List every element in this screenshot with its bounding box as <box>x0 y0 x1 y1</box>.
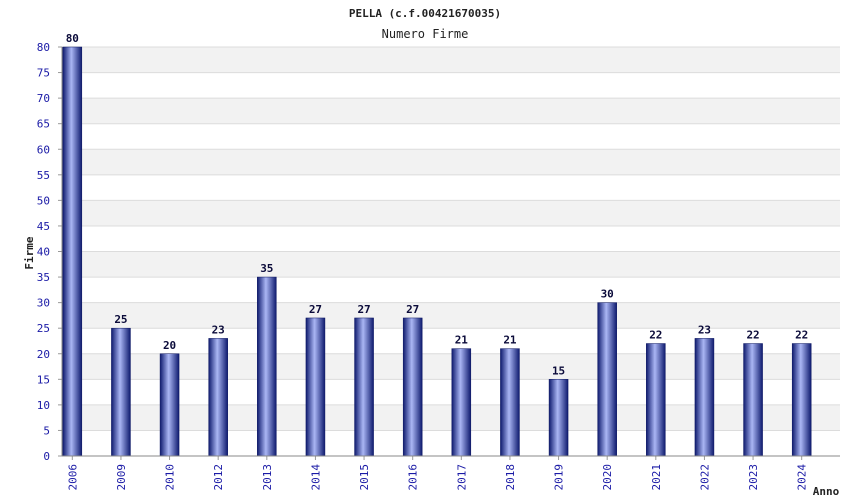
data-label-2015: 27 <box>357 303 370 316</box>
x-tick-label-2015: 2015 <box>358 464 371 491</box>
y-tick-label: 10 <box>37 399 50 412</box>
x-tick-label-2012: 2012 <box>212 464 225 491</box>
x-tick-label-2024: 2024 <box>796 464 809 491</box>
data-label-2016: 27 <box>406 303 419 316</box>
bar-2009 <box>111 327 131 457</box>
bar-2012 <box>208 338 228 457</box>
x-tick-label-2009: 2009 <box>115 464 128 491</box>
y-tick-label: 20 <box>37 348 50 361</box>
grid-band <box>62 47 840 73</box>
x-tick-label-2016: 2016 <box>407 464 420 491</box>
bar-2018 <box>500 348 520 457</box>
data-label-2023: 22 <box>746 329 759 342</box>
bar-2024 <box>791 343 812 457</box>
bar-2006 <box>62 46 83 457</box>
y-tick-label: 55 <box>37 169 50 182</box>
grid-band <box>62 200 840 226</box>
y-tick-label: 60 <box>37 143 50 156</box>
bar-2022 <box>694 338 715 457</box>
x-tick-label-2022: 2022 <box>698 464 711 491</box>
bar-2014 <box>305 317 326 457</box>
grid-band <box>62 149 840 175</box>
chart-title: PELLA (c.f.00421670035) <box>349 7 501 20</box>
x-tick-label-2023: 2023 <box>747 464 760 491</box>
data-label-2009: 25 <box>114 313 127 326</box>
data-label-2021: 22 <box>649 329 662 342</box>
x-tick-label-2014: 2014 <box>309 464 322 491</box>
x-tick-label-2020: 2020 <box>601 464 614 491</box>
bar-2019 <box>548 379 569 457</box>
data-label-2017: 21 <box>455 334 469 347</box>
bar-2021 <box>646 343 666 457</box>
y-tick-label: 65 <box>37 118 50 131</box>
bar-2010 <box>159 353 180 457</box>
x-tick-label-2010: 2010 <box>164 464 177 491</box>
data-label-2022: 23 <box>698 323 711 336</box>
data-label-2006: 80 <box>66 32 79 45</box>
x-axis-title: Anno <box>813 485 840 498</box>
data-label-2013: 35 <box>260 262 273 275</box>
data-label-2024: 22 <box>795 329 808 342</box>
x-tick-label-2018: 2018 <box>504 464 517 491</box>
data-label-2020: 30 <box>601 288 614 301</box>
grid-band <box>62 251 840 278</box>
bar-2023 <box>743 343 763 457</box>
y-tick-label: 70 <box>37 92 50 105</box>
y-tick-label: 75 <box>37 67 50 80</box>
y-tick-label: 15 <box>37 373 50 386</box>
data-label-2014: 27 <box>309 303 322 316</box>
y-tick-label: 5 <box>43 424 50 437</box>
y-tick-label: 50 <box>37 194 50 207</box>
y-tick-label: 35 <box>37 271 50 284</box>
x-tick-label-2019: 2019 <box>553 464 566 491</box>
x-tick-label-2006: 2006 <box>66 464 79 491</box>
data-label-2010: 20 <box>163 339 176 352</box>
data-label-2018: 21 <box>503 334 517 347</box>
y-tick-label: 80 <box>37 41 50 54</box>
bar-2016 <box>402 317 423 457</box>
x-tick-label-2021: 2021 <box>650 464 663 491</box>
bar-2013 <box>257 276 277 457</box>
y-axis-title: Firme <box>23 236 36 269</box>
data-label-2012: 23 <box>212 323 225 336</box>
y-tick-label: 40 <box>37 246 50 259</box>
bar-2015 <box>354 317 374 457</box>
bar-2017 <box>451 348 472 457</box>
y-tick-label: 30 <box>37 297 50 310</box>
bar-2020 <box>597 302 617 457</box>
grid-band <box>62 98 840 124</box>
y-tick-label: 45 <box>37 220 50 233</box>
grid-band <box>62 302 840 329</box>
chart-subtitle: Numero Firme <box>382 27 469 41</box>
x-tick-label-2017: 2017 <box>455 464 468 491</box>
x-tick-label-2013: 2013 <box>261 464 274 491</box>
y-tick-label: 0 <box>43 450 50 463</box>
y-tick-label: 25 <box>37 322 50 335</box>
data-label-2019: 15 <box>552 364 565 377</box>
